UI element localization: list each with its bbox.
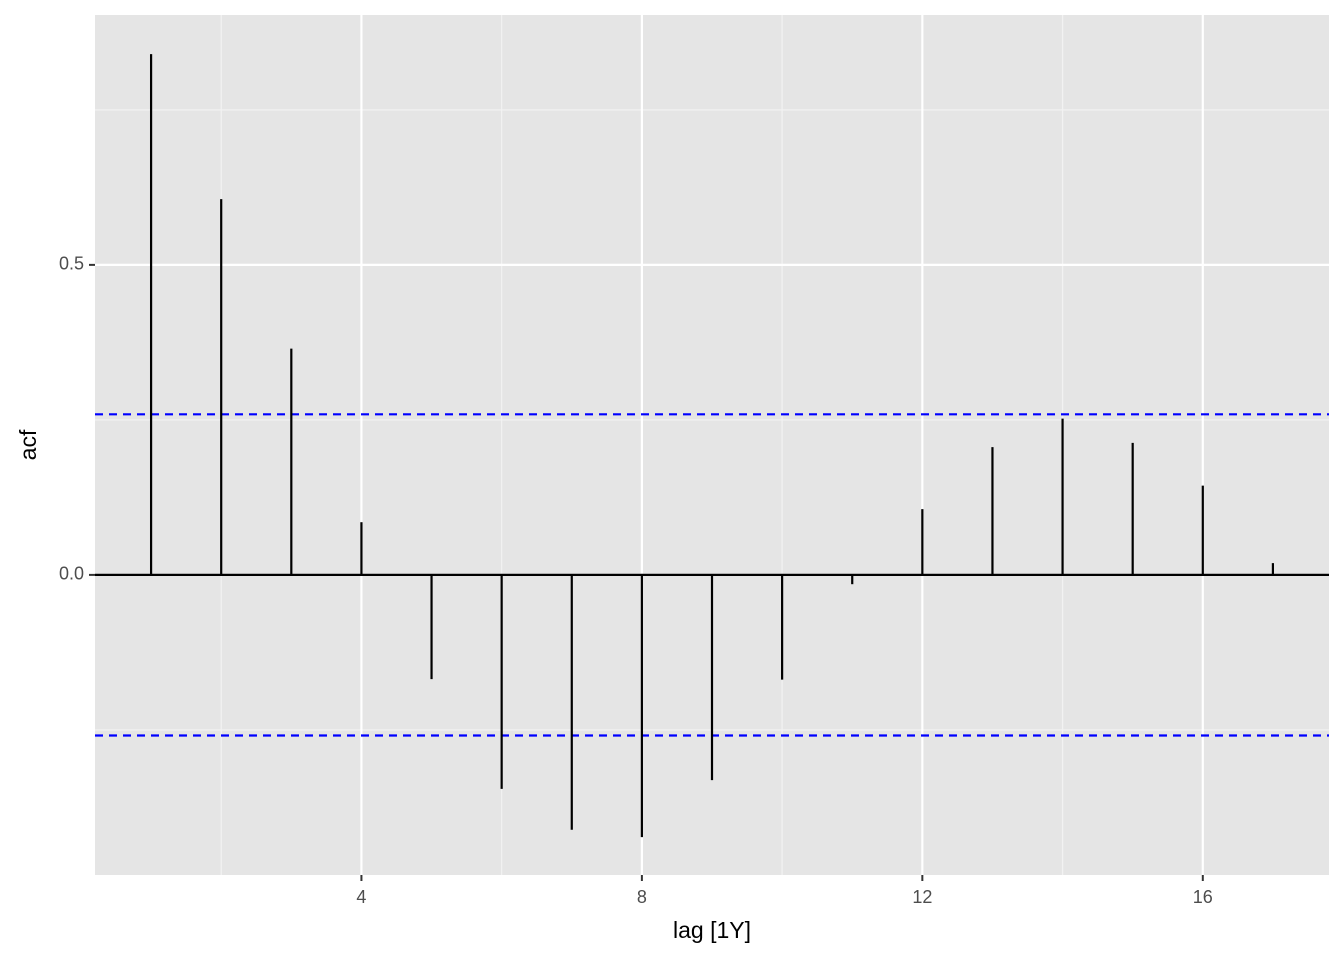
y-tick-label: 0.5 — [59, 254, 84, 274]
y-axis-title: acf — [15, 429, 41, 460]
x-axis-title: lag [1Y] — [673, 917, 751, 943]
x-tick-label: 16 — [1193, 887, 1213, 907]
x-tick-label: 12 — [912, 887, 932, 907]
x-tick-label: 8 — [637, 887, 647, 907]
x-tick-label: 4 — [356, 887, 366, 907]
y-tick-label: 0.0 — [59, 564, 84, 584]
